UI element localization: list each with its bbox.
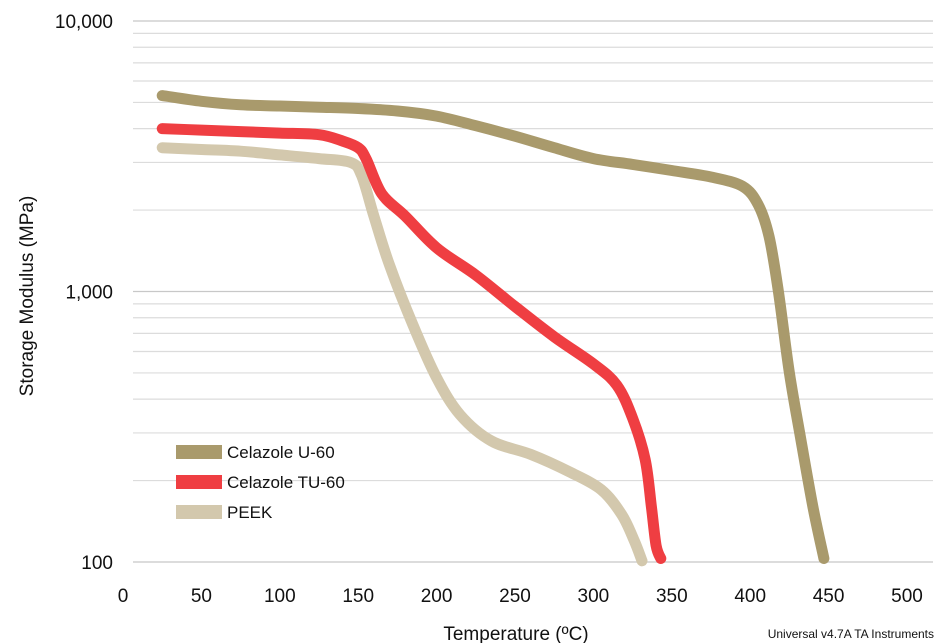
- x-tick-label: 400: [734, 586, 766, 607]
- x-axis-title: Temperature (ºC): [443, 624, 588, 643]
- x-tick-label: 500: [891, 586, 923, 607]
- x-tick-label: 200: [421, 586, 453, 607]
- x-tick-label: 450: [813, 586, 845, 607]
- x-tick-label: 350: [656, 586, 688, 607]
- x-tick-labels: 0 50 100 150 200 250 300 350 400 450 500: [118, 586, 923, 607]
- legend-label: Celazole U-60: [227, 443, 335, 462]
- series-line-celazole-u-60: [156, 90, 830, 564]
- horizontal-gridlines: [133, 20, 933, 563]
- y-tick-label: 1,000: [65, 283, 113, 304]
- legend-label: PEEK: [227, 503, 273, 522]
- y-axis-title: Storage Modulus (MPa): [17, 196, 38, 397]
- series-line-peek: [156, 142, 648, 567]
- y-tick-label: 100: [81, 553, 113, 574]
- x-tick-label: 0: [118, 586, 129, 607]
- x-tick-label: 150: [342, 586, 374, 607]
- y-tick-labels: 100 1,000 10,000: [55, 12, 113, 574]
- software-version-note: Universal v4.7A TA Instruments: [768, 627, 934, 641]
- series-line-celazole-tu-60: [156, 123, 667, 564]
- x-tick-label: 50: [191, 586, 212, 607]
- x-tick-label: 100: [264, 586, 296, 607]
- legend-swatch: [176, 445, 222, 459]
- data-series: [156, 90, 830, 567]
- legend-label: Celazole TU-60: [227, 473, 345, 492]
- y-tick-label: 10,000: [55, 12, 113, 33]
- legend-swatch: [176, 475, 222, 489]
- x-tick-label: 300: [578, 586, 610, 607]
- x-tick-label: 250: [499, 586, 531, 607]
- legend: Celazole U-60 Celazole TU-60 PEEK: [176, 443, 345, 522]
- legend-swatch: [176, 505, 222, 519]
